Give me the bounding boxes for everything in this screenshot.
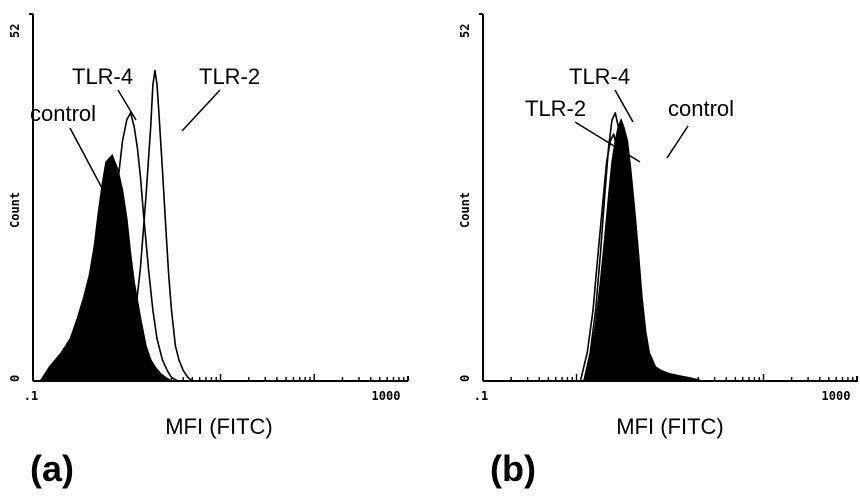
x-tick-label-max: 1000 bbox=[372, 389, 401, 403]
x-axis-label: MFI (FITC) bbox=[616, 414, 724, 439]
series-group-a bbox=[39, 69, 193, 382]
x-tick-label-min: .1 bbox=[24, 389, 38, 403]
series-tlr-4-line bbox=[77, 112, 179, 382]
y-tick-label-0: 0 bbox=[8, 375, 22, 382]
pointer-tlr4 bbox=[614, 89, 634, 123]
panel-label-b: (b) bbox=[490, 448, 536, 489]
pointer-tlr4 bbox=[117, 89, 137, 121]
series-tlr-2-line bbox=[116, 69, 193, 382]
y-axis-label: Count bbox=[8, 192, 22, 228]
annotation-tlr4: TLR-4 bbox=[569, 64, 630, 89]
y-tick-label-52: 52 bbox=[8, 24, 22, 38]
pointer-control bbox=[69, 127, 104, 191]
series-tlr-4-line bbox=[583, 112, 657, 382]
x-tick-label-max: 1000 bbox=[822, 389, 851, 403]
y-tick-label-0: 0 bbox=[458, 375, 472, 382]
pointer-tlr2 bbox=[181, 89, 221, 132]
series-group-b bbox=[579, 112, 703, 382]
annotation-control: control bbox=[668, 96, 734, 121]
panel-label-a: (a) bbox=[30, 448, 74, 489]
panel-b: 52 0 Count .1 1000 MFI (FITC) TLR-4 TLR-… bbox=[458, 13, 858, 489]
x-axis-label: MFI (FITC) bbox=[165, 414, 273, 439]
pointer-control bbox=[666, 125, 689, 159]
pointer-tlr2 bbox=[574, 121, 641, 163]
x-tick-label-min: .1 bbox=[474, 389, 488, 403]
y-axis-label: Count bbox=[458, 192, 472, 228]
series-tlr-2-line bbox=[579, 133, 651, 382]
annotation-control: control bbox=[30, 101, 96, 126]
annotation-tlr2: TLR-2 bbox=[525, 96, 586, 121]
annotation-tlr2: TLR-2 bbox=[199, 64, 260, 89]
annotation-tlr4: TLR-4 bbox=[72, 64, 133, 89]
series-control-area bbox=[582, 117, 703, 382]
series-control-area bbox=[39, 153, 175, 382]
panel-a: 52 0 Count .1 1000 MFI (FITC) TLR-4 TLR-… bbox=[8, 13, 409, 489]
y-tick-label-52: 52 bbox=[458, 24, 472, 38]
